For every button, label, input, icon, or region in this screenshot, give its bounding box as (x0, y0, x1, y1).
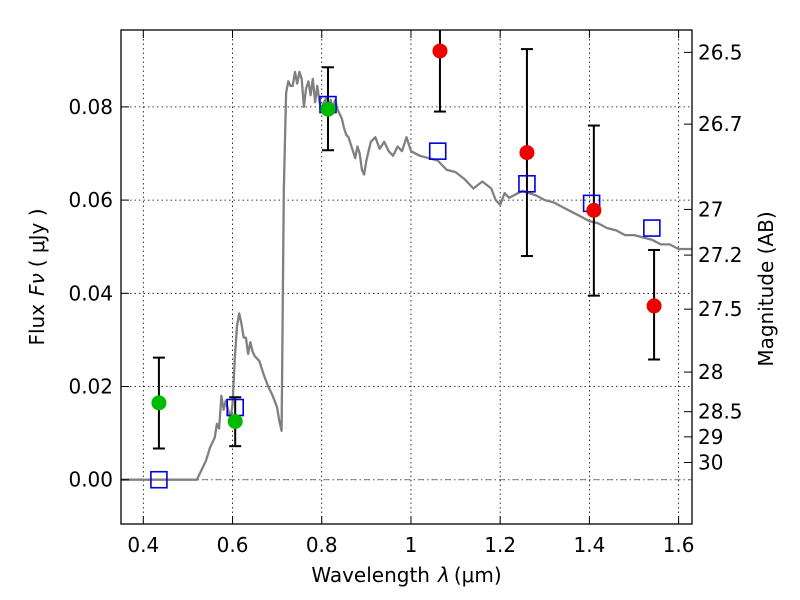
y2-tick-label: 27 (698, 197, 723, 221)
observed-point (519, 145, 535, 161)
x-tick-label: 1 (405, 533, 418, 557)
observed-point (432, 43, 448, 59)
y2-tick-label: 26.5 (698, 40, 743, 64)
model-photometry-markers (150, 95, 661, 489)
grid (121, 30, 692, 524)
observed-point (646, 298, 662, 314)
y2-tick-label: 26.7 (698, 112, 743, 136)
observed-point (586, 202, 602, 218)
y-tick-label: 0.08 (68, 95, 113, 119)
model-photometry-square (150, 470, 168, 489)
x-tick-label: 1.6 (663, 533, 695, 557)
x-tick-label: 0.4 (127, 533, 159, 557)
model-photometry-square (643, 219, 661, 237)
error-bars (152, 30, 661, 450)
x-axis-label: Wavelength λ (μm) (311, 563, 501, 587)
model-photometry-square (518, 174, 536, 193)
plot-frame (120, 29, 693, 525)
x-tick-label: 1.4 (573, 533, 605, 557)
y-axis-label: FluxFν( μJy ) (25, 208, 49, 345)
y-tick-label: 0.06 (68, 188, 113, 212)
y2-tick-label: 28.5 (698, 400, 743, 424)
axis-ticks: 0.4 0.6 0.8 1 1.2 1.4 1.6 0.00 0.02 0.04 0.06 0.08 2… (68, 30, 743, 557)
y2-tick-label: 28 (698, 360, 723, 384)
y-tick-label: 0.04 (68, 281, 113, 305)
y-tick-label: 0.02 (68, 375, 113, 399)
model-sed-line (121, 70, 692, 481)
right-y-axis-label: Magnitude (AB) (754, 211, 778, 366)
y2-tick-label: 29 (698, 425, 723, 449)
y2-tick-label: 27.2 (698, 243, 743, 267)
x-tick-label: 0.6 (217, 533, 249, 557)
model-photometry-square (428, 142, 447, 160)
x-tick-label: 0.8 (306, 533, 338, 557)
x-tick-label: 1.2 (484, 533, 516, 557)
observed-markers (151, 43, 662, 429)
y-tick-label: 0.00 (68, 468, 113, 492)
observed-point (320, 101, 336, 117)
observed-point (151, 395, 167, 411)
plot-area (121, 30, 692, 489)
y2-tick-label: 30 (698, 450, 723, 474)
observed-point (227, 413, 243, 429)
y2-tick-label: 27.5 (698, 297, 743, 321)
axis-labels: Wavelength λ (μm) FluxFν( μJy ) Magnitude … (25, 208, 778, 587)
